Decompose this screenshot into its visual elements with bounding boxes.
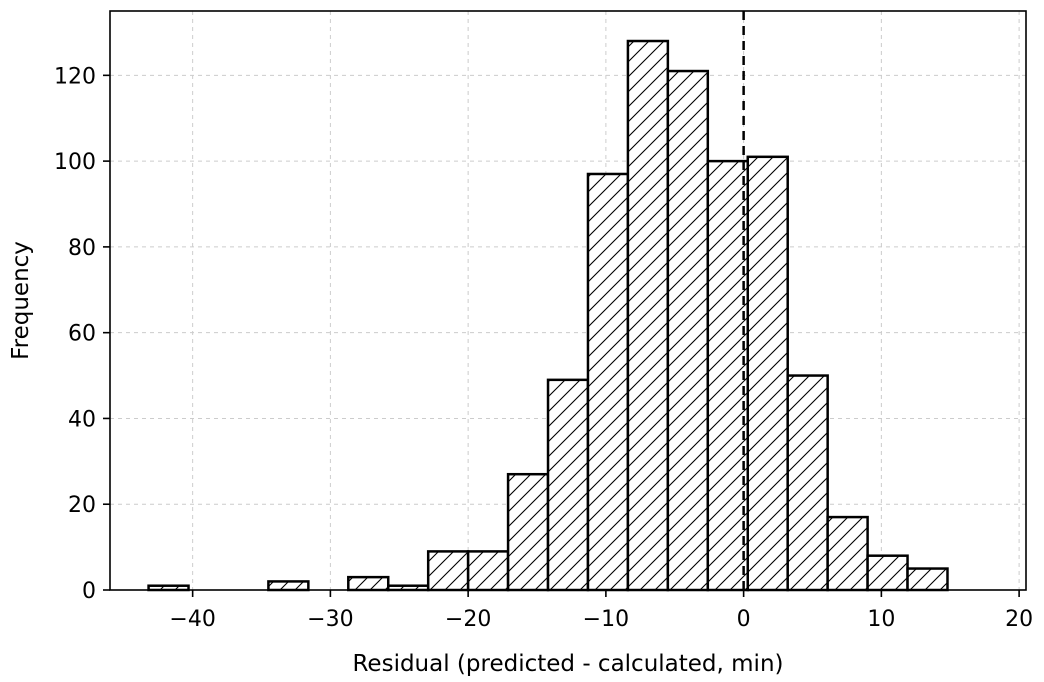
y-tick-label: 100 (54, 150, 96, 175)
x-tick-label: −30 (307, 607, 353, 632)
y-tick-label: 120 (54, 64, 96, 89)
histogram-bar-14 (706, 159, 750, 592)
y-tick-label: 0 (82, 579, 96, 604)
histogram-bar-7 (426, 550, 470, 592)
bars (147, 39, 949, 592)
y-tick-label: 40 (68, 407, 96, 432)
y-tick-label: 60 (68, 322, 96, 347)
histogram-bar-5 (347, 575, 390, 592)
histogram-bar-17 (826, 515, 869, 592)
y-tick-label: 20 (68, 493, 96, 518)
histogram-bar-3 (267, 580, 310, 592)
histogram-bar-15 (746, 155, 789, 592)
y-tick-label: 80 (68, 236, 96, 261)
histogram-bar-8 (466, 550, 510, 592)
histogram-bar-10 (546, 378, 590, 592)
y-axis-label: Frequency (8, 241, 34, 360)
histogram-bar-11 (586, 172, 630, 592)
x-tick-label: 20 (1005, 607, 1033, 632)
plot-frame (109, 10, 1027, 591)
x-axis: −40 −30 −20 −10 0 10 20 (169, 590, 1033, 632)
x-tick-label: −10 (583, 607, 629, 632)
histogram-bar-18 (866, 554, 909, 592)
x-tick-label: 10 (867, 607, 895, 632)
histogram-bar-19 (906, 567, 949, 592)
x-axis-label: Residual (predicted - calculated, min) (352, 651, 783, 677)
histogram-bar-9 (506, 472, 550, 592)
y-axis: 0 20 40 60 80 100 120 (54, 64, 110, 604)
x-tick-label: −40 (169, 607, 215, 632)
x-tick-label: 0 (737, 607, 751, 632)
histogram-bar-12 (626, 39, 670, 592)
x-tick-label: −20 (445, 607, 491, 632)
histogram-bar-13 (666, 69, 710, 592)
histogram-bar-16 (786, 374, 829, 592)
